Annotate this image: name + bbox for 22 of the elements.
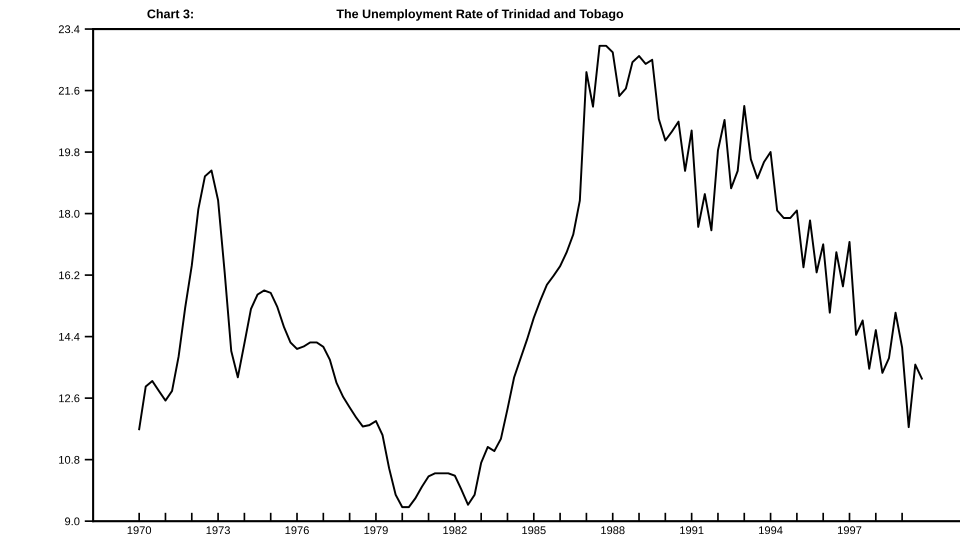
caption: Chart 3:	[147, 9, 193, 18]
line-series	[138, 44, 923, 508]
x-tick-label: 1991	[680, 526, 704, 534]
x-tick-label: 1973	[206, 526, 230, 534]
x-tick-label: 1982	[443, 526, 467, 534]
chart-title: The Unemployment Rate of Trinidad and Tobago	[336, 9, 624, 21]
x-tick-label: 1994	[759, 526, 783, 534]
x-tick-label: 1979	[364, 526, 388, 534]
y-tick-label: 14.4	[59, 332, 80, 341]
x-tick-label: 1970	[128, 526, 152, 534]
x-tick-label: 1985	[522, 526, 546, 534]
y-tick-label: 10.8	[59, 456, 80, 464]
y-tick-label: 9.0	[65, 517, 80, 526]
x-tick-label: 1997	[838, 526, 862, 534]
x-tick-label: 1976	[286, 526, 309, 534]
x-tick-label: 1988	[601, 526, 625, 534]
y-tick-label: 23.4	[58, 25, 80, 34]
y-tick-label: 16.2	[59, 271, 80, 280]
y-tick-label: 19.8	[59, 148, 80, 156]
y-tick-label: 21.6	[58, 86, 80, 95]
y-tick-label: 12.6	[59, 394, 80, 402]
y-tick-label: 18.0	[59, 210, 80, 218]
